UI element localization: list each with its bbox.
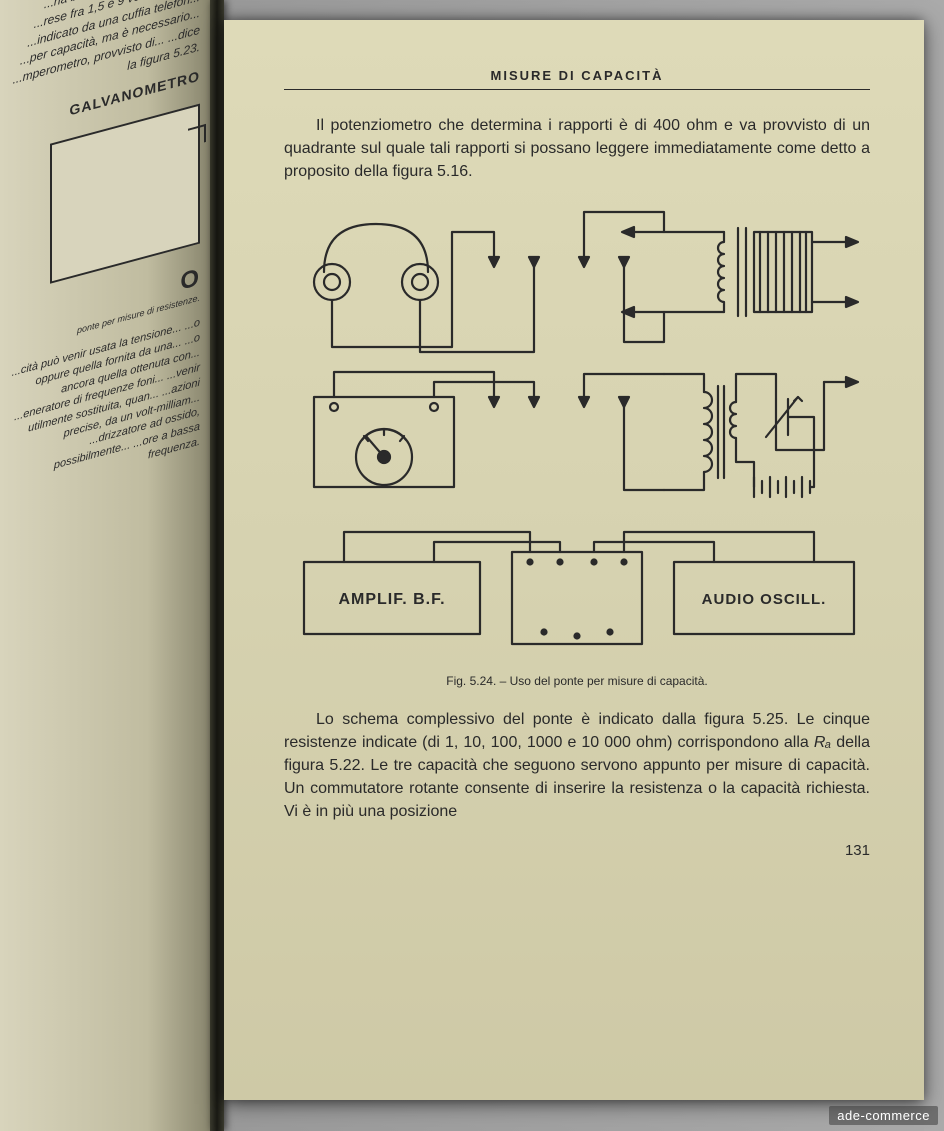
headphones-icon [314, 224, 438, 332]
paragraph-1: Il potenziometro che determina i rapport… [284, 114, 870, 184]
page-number: 131 [284, 842, 870, 859]
figure-5-24: AMPLIF. B.F. AUDIO OSCILL. [284, 202, 870, 662]
watermark: ade-commerce [829, 1106, 938, 1125]
para2-part-a: Lo schema complessivo del ponte è indica… [284, 711, 870, 751]
left-diagram-fragment [50, 103, 200, 283]
audio-oscill-label: AUDIO OSCILL. [702, 591, 827, 608]
meter-icon [314, 397, 454, 487]
right-page: MISURE DI CAPACITÀ Il potenziometro che … [224, 20, 924, 1100]
book-spine [210, 0, 224, 1131]
left-page: ...na batteria di pile a secco... ...res… [0, 0, 210, 1131]
paragraph-2: Lo schema complessivo del ponte è indica… [284, 708, 870, 824]
amplif-label: AMPLIF. B.F. [338, 591, 445, 608]
figure-caption: Fig. 5.24. – Uso del ponte per misure di… [284, 674, 870, 688]
circuit-diagram-svg: AMPLIF. B.F. AUDIO OSCILL. [284, 202, 870, 662]
bridge-box [512, 552, 642, 644]
transformer-icon [622, 227, 858, 317]
oscillator-assembly-icon [664, 374, 858, 497]
para2-italic-ra: Rₐ [814, 734, 831, 751]
page-header: MISURE DI CAPACITÀ [284, 68, 870, 90]
